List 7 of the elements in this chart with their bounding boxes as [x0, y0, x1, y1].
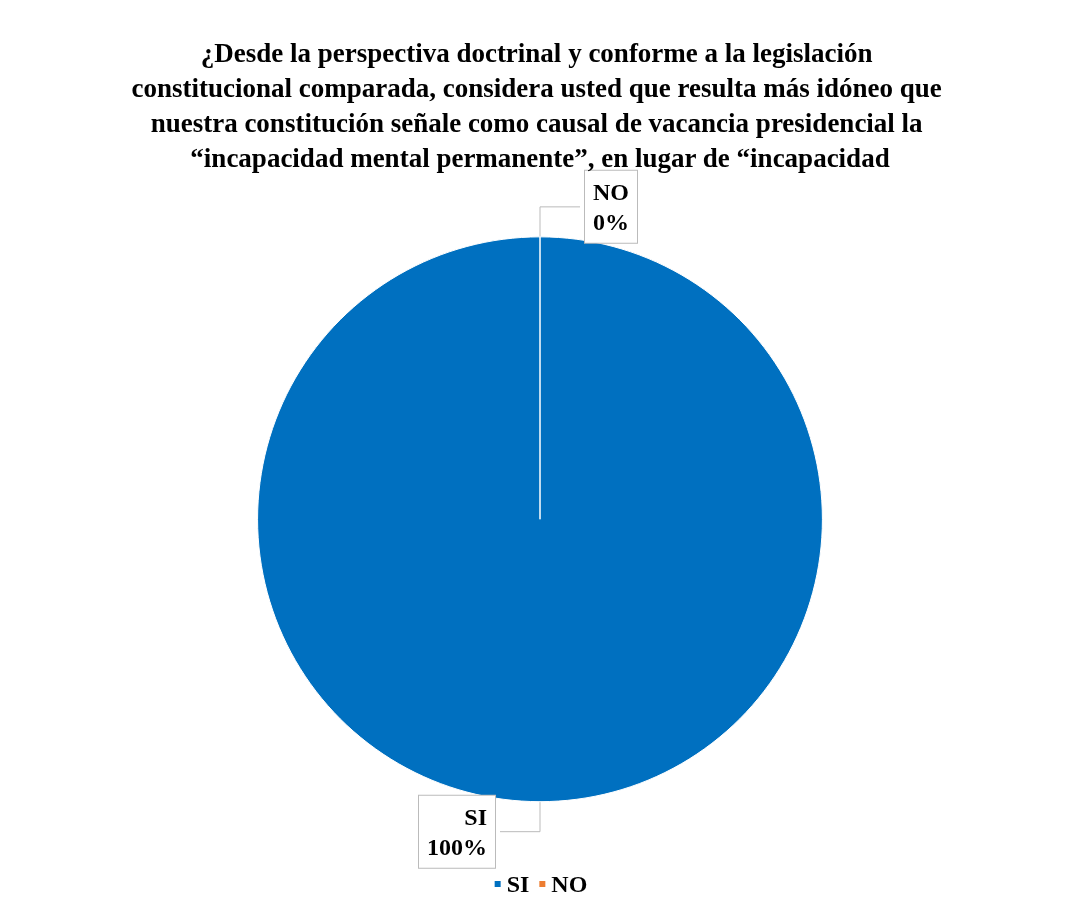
text: 0%	[593, 208, 629, 235]
slice-label: SI	[464, 803, 487, 830]
legend-label: SI	[506, 871, 530, 897]
legend-label: NO	[551, 871, 588, 897]
chart-title: ¿Desde la perspectiva doctrinal y conforme a la legislación constitucional comparada, considera usted que resulta más idóneo que nuestra constitución señale como causal de vacancia presidencial la “incapacidad mental permanente”, en lugar de “incapacidad	[131, 37, 949, 173]
category-label: NO	[593, 178, 629, 205]
data-label: 100%	[427, 833, 487, 860]
